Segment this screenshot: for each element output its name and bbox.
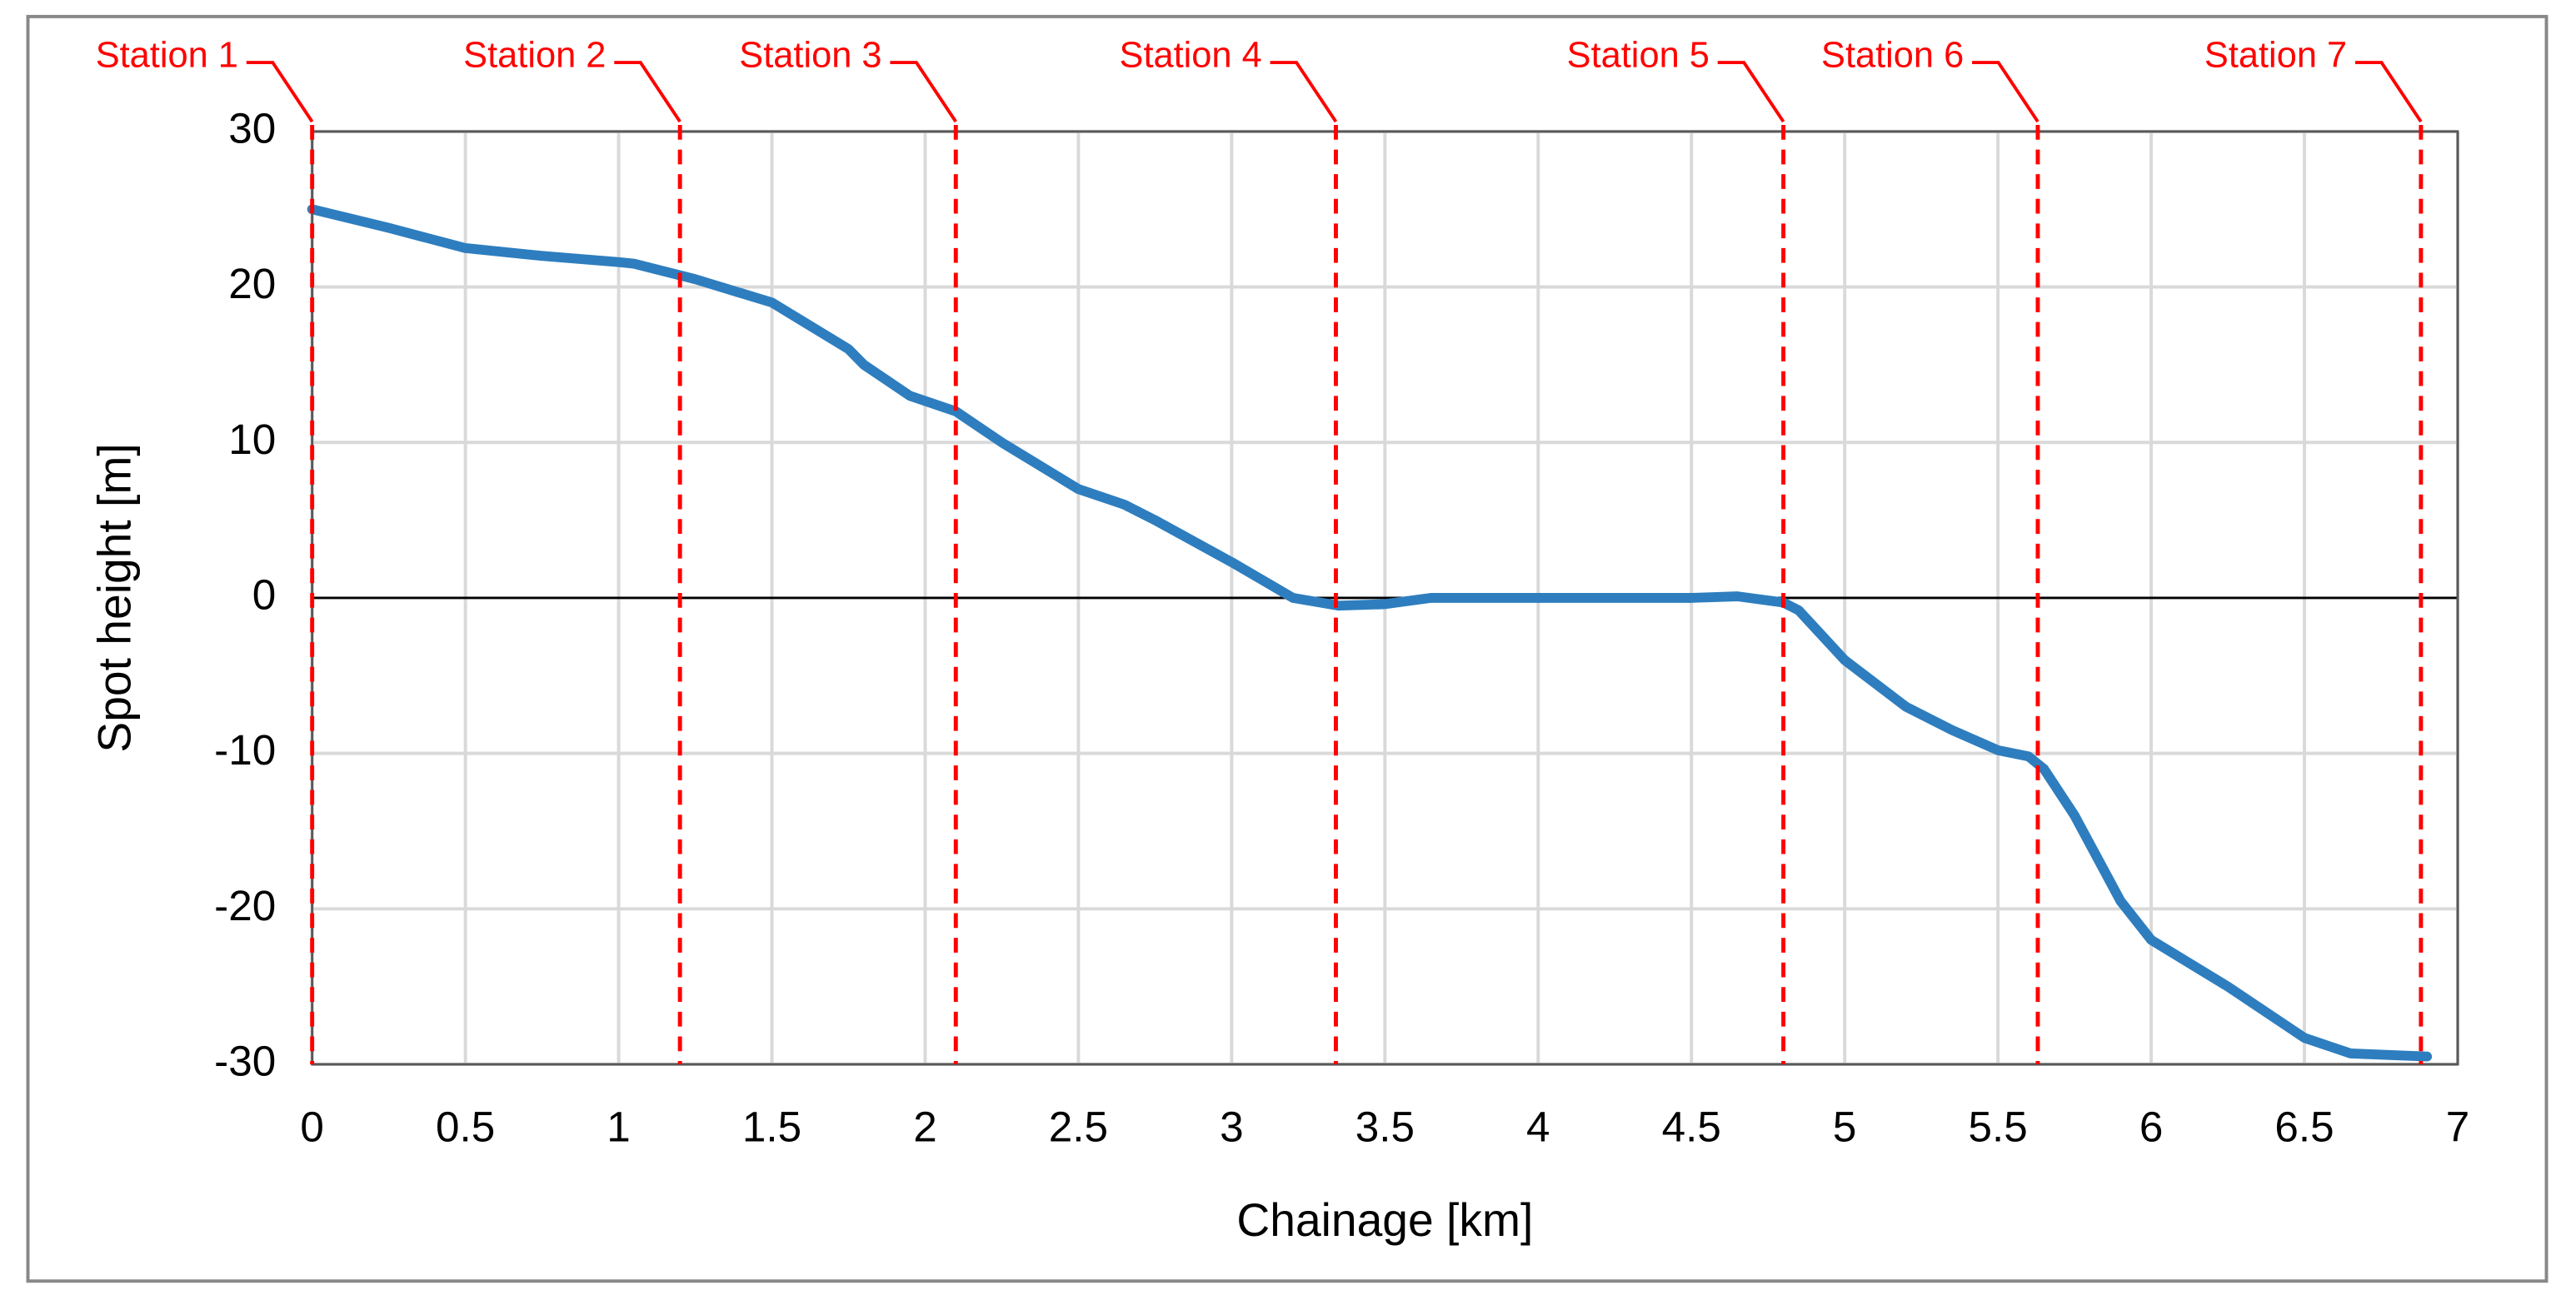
station-leader: [890, 61, 957, 123]
x-tick-label: 2: [913, 1103, 937, 1150]
x-tick-label: 6: [2139, 1103, 2164, 1150]
y-tick-label: 30: [228, 104, 276, 152]
station-label: Station 2: [463, 36, 606, 76]
x-tick-label: 1: [607, 1103, 631, 1150]
station-leader: [1717, 61, 1785, 123]
y-tick-label: -20: [214, 882, 276, 929]
x-tick-label: 4: [1526, 1103, 1550, 1150]
station-leader: [1270, 61, 1338, 123]
station-leader: [2354, 61, 2423, 123]
data-line: [307, 204, 2433, 1062]
station-leader: [1972, 61, 2039, 123]
x-tick-label: 3.5: [1355, 1103, 1415, 1150]
y-tick-label: 10: [228, 416, 276, 463]
station-label: Station 1: [96, 36, 238, 76]
y-tick-label: -30: [214, 1038, 276, 1085]
y-tick-label: 0: [252, 570, 277, 618]
station-label: Station 7: [2204, 36, 2347, 76]
x-axis-title: Chainage [km]: [1236, 1194, 1533, 1246]
x-tick-label: 5: [1833, 1103, 1857, 1150]
station-label: Station 4: [1120, 36, 1262, 76]
x-tick-label: 7: [2446, 1103, 2470, 1150]
x-tick-label: 0: [300, 1103, 324, 1150]
station-leader: [614, 61, 681, 123]
y-axis-title: Spot height [m]: [89, 443, 141, 752]
station-label: Station 5: [1567, 36, 1710, 76]
station-label: Station 6: [1821, 36, 1964, 76]
station-leader: [246, 61, 314, 123]
x-tick-label: 3: [1220, 1103, 1244, 1150]
station-label: Station 3: [739, 36, 881, 76]
x-tick-label: 4.5: [1662, 1103, 1721, 1150]
x-tick-label: 0.5: [436, 1103, 495, 1150]
y-tick-label: 20: [228, 260, 276, 307]
x-tick-label: 6.5: [2274, 1103, 2334, 1150]
x-tick-label: 5.5: [1969, 1103, 2028, 1150]
y-tick-label: -10: [214, 726, 276, 774]
x-tick-label: 2.5: [1049, 1103, 1108, 1150]
x-tick-label: 1.5: [742, 1103, 801, 1150]
